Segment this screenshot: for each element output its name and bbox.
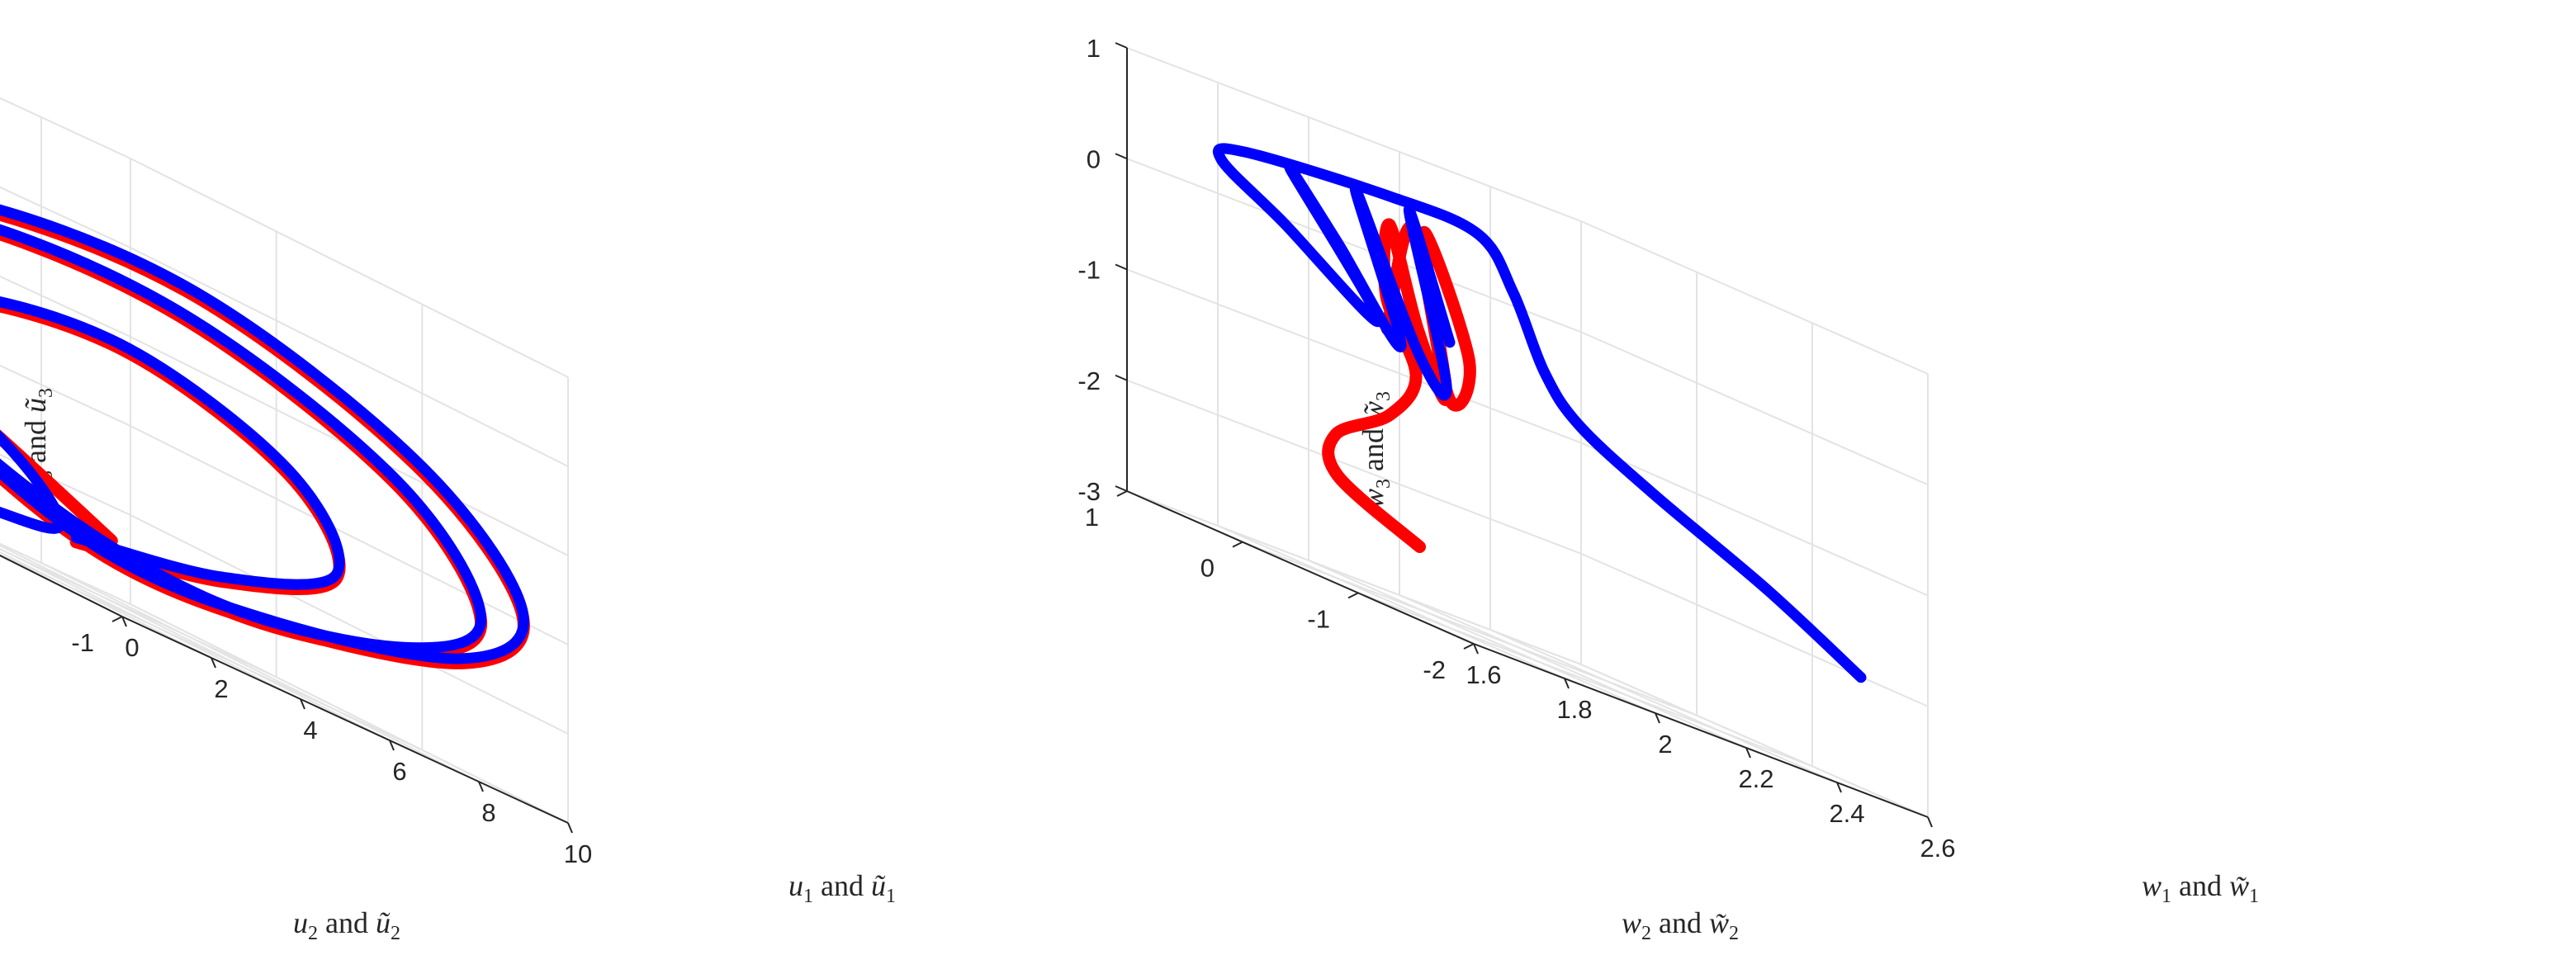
x-axis-line [121, 616, 569, 824]
y-tick-mark [1232, 541, 1243, 548]
trajectories [0, 204, 530, 669]
x-tick-label: 8 [481, 798, 495, 827]
x-tick-mark [1836, 782, 1842, 793]
y-tick-mark [1347, 592, 1359, 599]
axes [1115, 42, 1933, 828]
y-tick-mark [1116, 490, 1128, 497]
grid-line [130, 425, 569, 645]
y-axis-title: u2 and ũ2 [293, 906, 400, 944]
y-tick-label: -2 [1423, 655, 1446, 684]
x-tick-label: 2 [214, 674, 228, 703]
x-tick-mark [389, 740, 395, 751]
y-axis-line [0, 554, 123, 617]
grid-line [1126, 379, 1582, 555]
x-tick-label: 2.2 [1738, 764, 1773, 793]
x-axis-title: w1 and w̃1 [2142, 869, 2259, 907]
grid-line [1580, 442, 1929, 597]
grid-line [0, 364, 131, 427]
z-tick-mark [1115, 263, 1128, 271]
grid [0, 97, 569, 824]
grid-line [0, 186, 131, 248]
y-tick-label: -1 [1307, 604, 1330, 633]
x-tick-mark [478, 781, 484, 792]
grid-line [1242, 541, 1698, 716]
y-tick-mark [111, 616, 123, 622]
x-tick-label: 6 [392, 757, 406, 786]
x-tick-mark [1927, 816, 1933, 828]
y-axis-line [1126, 490, 1475, 645]
grid-line [130, 158, 569, 378]
z-tick-label: 0 [1087, 144, 1101, 173]
series-line-estimate [1212, 143, 1867, 683]
grid-line [1580, 331, 1929, 486]
trajectories [1212, 143, 1867, 683]
grid-line [40, 562, 480, 782]
grid-line [1580, 664, 1929, 818]
grid-line [0, 547, 301, 700]
grid-line [1217, 525, 1565, 679]
z-tick-mark [1115, 485, 1128, 492]
x-tick-mark [567, 822, 573, 834]
y-axis-title: w2 and w̃2 [1622, 906, 1739, 944]
x-tick-label: 2.6 [1920, 834, 1955, 863]
y-tick-mark [1463, 643, 1475, 650]
x-tick-label: 1.6 [1466, 660, 1501, 689]
x-tick-mark [1473, 643, 1479, 655]
grid-line [0, 275, 131, 338]
grid-line [1489, 629, 1838, 783]
z-tick-mark [1115, 42, 1128, 49]
x-axis-title: u1 and ũ1 [788, 869, 896, 907]
grid [1126, 47, 1929, 818]
x-tick-mark [300, 698, 305, 710]
x-tick-mark [1564, 678, 1570, 689]
z-tick-mark [1115, 374, 1128, 381]
grid-line [1126, 47, 1582, 222]
grid-line [0, 97, 131, 159]
grid-line [1308, 560, 1656, 714]
x-tick-mark [1745, 747, 1751, 759]
z-tick-mark [1115, 153, 1128, 160]
x-tick-mark [121, 616, 127, 627]
grid-line [130, 603, 569, 824]
y-tick-label: 1 [1085, 503, 1099, 532]
grid-line [1580, 220, 1929, 375]
x-tick-mark [1655, 712, 1660, 724]
z-tick-label: -3 [1077, 477, 1101, 506]
z-tick-label: -1 [1077, 256, 1101, 285]
grid-line [0, 542, 131, 605]
x-axis-line [1473, 643, 1929, 818]
y-tick-label: -1 [71, 628, 94, 657]
grid-line [1399, 594, 1747, 749]
grid-line [0, 548, 277, 678]
x-tick-label: 0 [125, 633, 139, 662]
x-tick-label: 1.8 [1556, 695, 1592, 724]
x-tick-label: 4 [303, 716, 317, 745]
grid-line [1580, 552, 1929, 707]
x-tick-mark [211, 657, 216, 669]
x-tick-label: 10 [564, 839, 592, 868]
grid-line [130, 247, 569, 467]
grid-line [1126, 158, 1582, 333]
grid-line [1357, 592, 1813, 768]
z-tick-label: -2 [1077, 366, 1101, 395]
grid-line [130, 514, 569, 735]
grid-line [1126, 268, 1582, 444]
y-tick-label: 0 [1200, 554, 1215, 583]
grid-line [0, 544, 391, 741]
grid-line [0, 553, 423, 751]
tick-labels: 1.61.822.22.42.6-2-101-3-2-101 [1077, 34, 1955, 863]
z-tick-label: 1 [1087, 34, 1101, 63]
x-tick-label: 2.4 [1829, 799, 1864, 828]
x-tick-label: 2 [1658, 730, 1672, 759]
z-axis-title: w3 and w̃3 [1357, 391, 1395, 508]
grid-line [0, 551, 212, 659]
grid-line [1126, 490, 1582, 665]
grid-line [0, 453, 131, 516]
axes [0, 554, 573, 834]
